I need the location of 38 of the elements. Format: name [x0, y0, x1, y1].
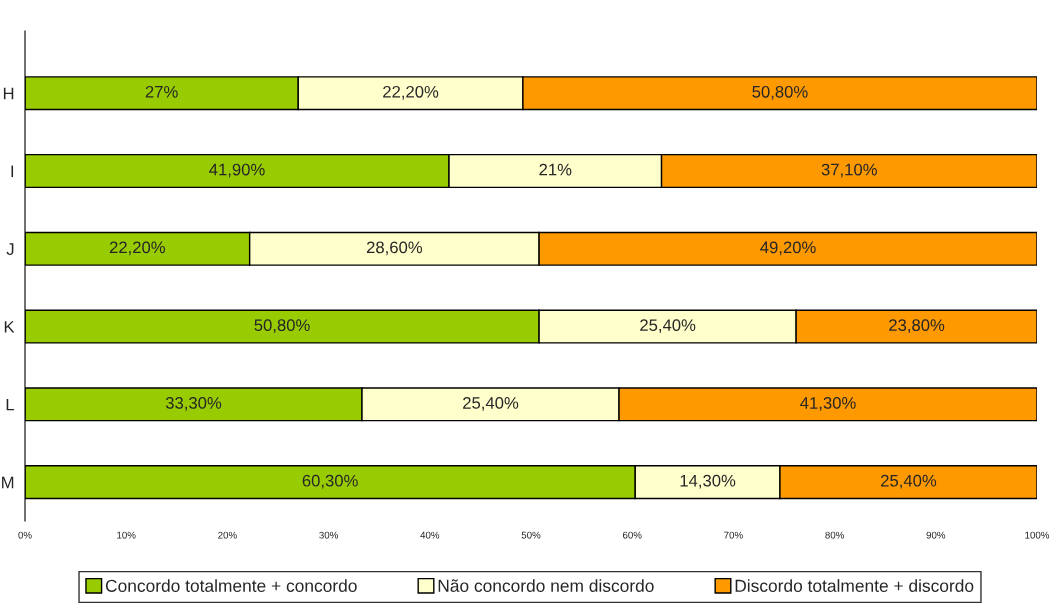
- data-label: 22,20%: [109, 241, 165, 256]
- data-label: 22,20%: [383, 85, 439, 100]
- x-tick-label: 0%: [18, 531, 32, 539]
- x-tick-label: 40%: [420, 531, 440, 539]
- data-label: 50,80%: [752, 85, 808, 100]
- x-tick-label: 90%: [926, 531, 946, 539]
- data-label: 33,30%: [165, 397, 222, 411]
- data-label: 21%: [539, 163, 572, 176]
- y-tick-label: M: [2, 476, 14, 489]
- y-tick-label: L: [6, 398, 15, 411]
- data-label: 23,80%: [889, 319, 945, 333]
- data-label: 27%: [145, 85, 178, 98]
- x-tick-label: 100%: [1025, 531, 1050, 539]
- data-label: 60,30%: [302, 474, 358, 489]
- data-label: 41,30%: [800, 397, 856, 411]
- data-label: 41,90%: [209, 163, 265, 178]
- data-label: 49,20%: [760, 241, 816, 256]
- y-tick-label: K: [4, 321, 15, 333]
- y-tick-label: I: [11, 165, 14, 178]
- x-tick-label: 70%: [724, 531, 743, 539]
- x-tick-label: 10%: [117, 531, 136, 539]
- x-tick-label: 80%: [825, 531, 844, 539]
- data-label: 28,60%: [366, 241, 423, 256]
- legend-label: Não concordo nem discordo: [438, 579, 654, 592]
- y-tick-label: H: [3, 87, 14, 100]
- data-label: 25,40%: [640, 319, 696, 333]
- data-label: 37,10%: [821, 163, 877, 178]
- legend-label: Concordo totalmente + concordo: [105, 579, 357, 592]
- x-tick-label: 60%: [622, 531, 642, 539]
- data-label: 14,30%: [680, 474, 736, 489]
- data-label: 25,40%: [463, 397, 519, 411]
- x-tick-label: 50%: [521, 531, 541, 539]
- data-label: 25,40%: [881, 474, 937, 489]
- y-tick-label: J: [6, 243, 14, 255]
- x-tick-label: 20%: [218, 531, 237, 539]
- data-label: 50,80%: [254, 319, 310, 333]
- legend-label: Discordo totalmente + discordo: [735, 579, 974, 592]
- x-tick-label: 30%: [319, 531, 338, 539]
